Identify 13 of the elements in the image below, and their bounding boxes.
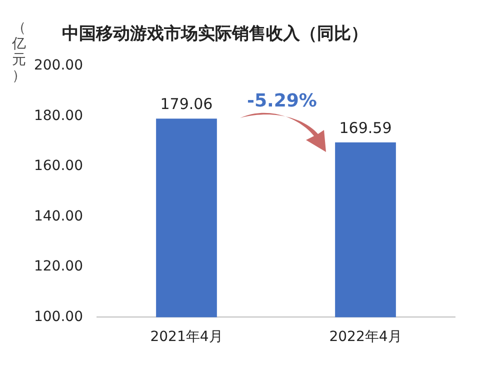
x-tick-label: 2022年4月 [329,329,402,346]
y-tick-label: 180.00 [34,108,83,124]
x-tick-label: 2021年4月 [150,329,223,346]
y-tick-label: 160.00 [34,158,83,174]
y-axis-title: （亿元） [11,20,27,84]
annotation: -5.29% [247,90,317,112]
y-tick-label: 200.00 [34,58,83,74]
y-tick-label: 120.00 [34,258,83,275]
data-label: 179.06 [160,94,213,113]
y-tick-label: 140.00 [34,208,83,224]
y-tick-label: 100.00 [34,308,83,325]
data-label: 169.59 [339,118,392,137]
chart-title: 中国移动游戏市场实际销售收入（同比） [62,23,368,45]
